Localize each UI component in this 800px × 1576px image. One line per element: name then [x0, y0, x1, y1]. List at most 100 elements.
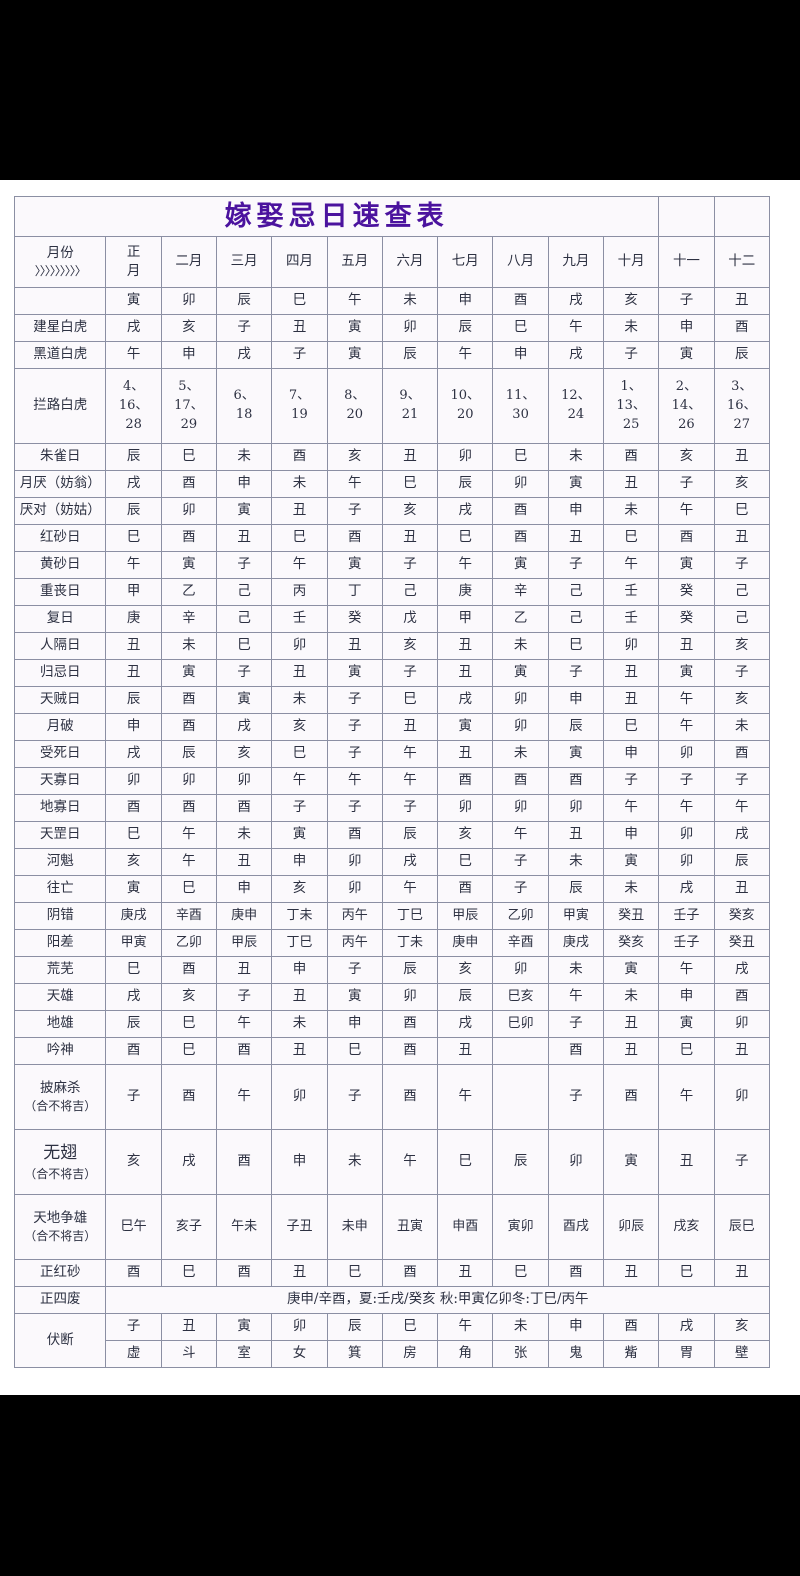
- column-header-branch: 亥: [602, 287, 660, 316]
- table-cell: 卯: [658, 848, 715, 877]
- table-cell: 卯: [271, 1064, 328, 1131]
- table-cell: 壬: [602, 578, 660, 607]
- table-cell: 申: [658, 983, 715, 1012]
- table-cell: 午: [658, 956, 715, 985]
- table-row: 黑道白虎午申戌子寅辰午申戌子寅辰: [13, 341, 771, 370]
- table-cell: 寅: [271, 821, 328, 850]
- table-row: 天雄 戌亥子丑寅卯辰巳亥午未申酉: [13, 983, 771, 1012]
- page-title: 嫁娶忌日速查表: [224, 201, 449, 232]
- table-cell: 丁未: [381, 929, 439, 958]
- table-cell: 虚: [105, 1340, 162, 1369]
- table-cell: 丑: [271, 314, 328, 343]
- table-cell: 丑: [547, 821, 605, 850]
- table-cell: 庚戌: [105, 902, 162, 931]
- table-row: 虚斗室女箕房角张鬼觜胃壁: [15, 1340, 771, 1369]
- table-cell: 巳: [326, 1259, 383, 1288]
- table-cell: 丁巳: [271, 929, 328, 958]
- table-cell: 子: [216, 983, 273, 1012]
- table-cell: 亥: [271, 713, 328, 742]
- table-cell: 酉: [216, 794, 273, 823]
- table-cell: 庚申: [437, 929, 494, 958]
- table-cell: 丙午: [326, 929, 383, 958]
- table-cell: 丁巳: [381, 902, 439, 931]
- table-row: 阳差 甲寅 乙卯 甲辰 丁巳 丙午 丁未 庚申 辛酉 庚戌 癸亥 壬子 癸丑: [13, 929, 771, 958]
- table-row: 天寡日卯卯卯午午午酉酉酉子子子: [13, 767, 771, 796]
- table-cell: 角: [437, 1340, 494, 1369]
- table-row: 月破 申酉戌亥子丑寅卯辰巳午未: [13, 713, 771, 742]
- table-cell: 戌: [216, 341, 273, 370]
- column-header-month: 八月: [492, 236, 549, 289]
- table-cell: 丁未: [271, 902, 328, 931]
- table-cell: 酉: [381, 1064, 439, 1131]
- row-label: 天地争雄 （合不将吉）: [13, 1194, 107, 1261]
- table-cell: 巳: [326, 1037, 383, 1066]
- table-cell: 申: [492, 341, 549, 370]
- table-cell: 子: [381, 659, 439, 688]
- wedding-taboo-table: 嫁娶忌日速查表 月份 〉〉〉〉〉〉〉〉〉正月二月 三月 四月 五月 六月 七月 八月 九月 十月 十一…: [13, 195, 771, 1369]
- column-header-branch: 子: [658, 287, 715, 316]
- table-cell: 女: [271, 1340, 328, 1369]
- table-row: 天贼日 辰酉寅未子巳戌卯申丑午亥: [13, 686, 771, 715]
- table-cell: 未: [602, 497, 660, 526]
- table-cell: 丑: [602, 686, 660, 715]
- row-wide-value: 庚申/辛酉，夏:壬戌/癸亥 秋:甲寅亿卯冬:丁巳/丙午: [105, 1286, 770, 1315]
- table-cell: 房: [381, 1340, 439, 1369]
- table-cell: 巳: [437, 1129, 494, 1196]
- table-cell: 卯: [492, 713, 549, 742]
- table-cell: 11、 30: [492, 368, 549, 445]
- column-header-branch: 午: [326, 287, 383, 316]
- table-cell: 壬子: [658, 929, 715, 958]
- row-label-text: 伏断: [46, 1331, 74, 1348]
- row-label: 阴错: [13, 902, 107, 931]
- table-cell: [492, 1037, 549, 1066]
- table-cell: 巳: [547, 632, 605, 661]
- table-cell: 卯: [713, 1064, 771, 1131]
- row-label: 拦路白虎: [13, 368, 107, 445]
- table-cell: 癸: [326, 605, 383, 634]
- table-cell: 辛: [492, 578, 549, 607]
- table-cell: 亥: [713, 1313, 771, 1342]
- table-cell: 子: [216, 551, 273, 580]
- row-label: 伏断: [13, 1313, 107, 1369]
- table-cell: 未: [492, 740, 549, 769]
- table-row: 拦路白虎 4、 16、 28 5、 17、 29 6、 18 7、 19 8、 20 9、 21 10、 20 1…: [13, 368, 771, 445]
- table-cell: 辰: [160, 740, 218, 769]
- table-cell: 丑: [271, 1037, 328, 1066]
- table-cell: 戌: [105, 983, 162, 1012]
- column-header-month: 七月: [437, 236, 494, 289]
- column-header-branch: 未: [381, 287, 439, 316]
- table-cell: 子: [602, 341, 660, 370]
- table-cell: 亥: [271, 875, 328, 904]
- table-cell: 酉: [216, 1129, 273, 1196]
- table-row: 地寡日酉酉酉子子子卯卯卯午午午: [13, 794, 771, 823]
- row-label-text: 天贼日: [39, 691, 81, 708]
- table-cell: 辰巳: [713, 1194, 771, 1261]
- table-cell: 戌: [105, 740, 162, 769]
- column-header-month: 二月: [160, 236, 218, 289]
- row-label-text: 正红砂: [39, 1264, 81, 1281]
- table-cell: 巳: [381, 686, 439, 715]
- table-cell: 庚: [105, 605, 162, 634]
- table-row: 往亡 寅巳申亥卯午酉子辰未戌丑: [13, 875, 771, 904]
- table-cell: 寅: [326, 983, 383, 1012]
- table-cell: 卯: [658, 821, 715, 850]
- column-header-month: 九月: [547, 236, 605, 289]
- table-cell: 酉: [547, 767, 605, 796]
- table-cell: 午: [160, 821, 218, 850]
- table-cell: 子: [658, 470, 715, 499]
- table-cell: 酉: [713, 983, 771, 1012]
- table-cell: 丑: [602, 1259, 660, 1288]
- table-cell: 子: [326, 794, 383, 823]
- table-cell: 寅: [602, 848, 660, 877]
- table-cell: 寅: [216, 686, 273, 715]
- table-cell: 未: [602, 314, 660, 343]
- row-label: 阳差: [13, 929, 107, 958]
- table-cell: 未: [602, 983, 660, 1012]
- table-cell: 丑: [602, 1010, 660, 1039]
- table-cell: 丁: [326, 578, 383, 607]
- row-label-text: 拦路白虎: [33, 397, 88, 414]
- row-label: 受死日: [13, 740, 107, 769]
- table-cell: 7、 19: [271, 368, 328, 445]
- table-cell: 卯: [381, 983, 439, 1012]
- table-cell: 辰: [381, 341, 439, 370]
